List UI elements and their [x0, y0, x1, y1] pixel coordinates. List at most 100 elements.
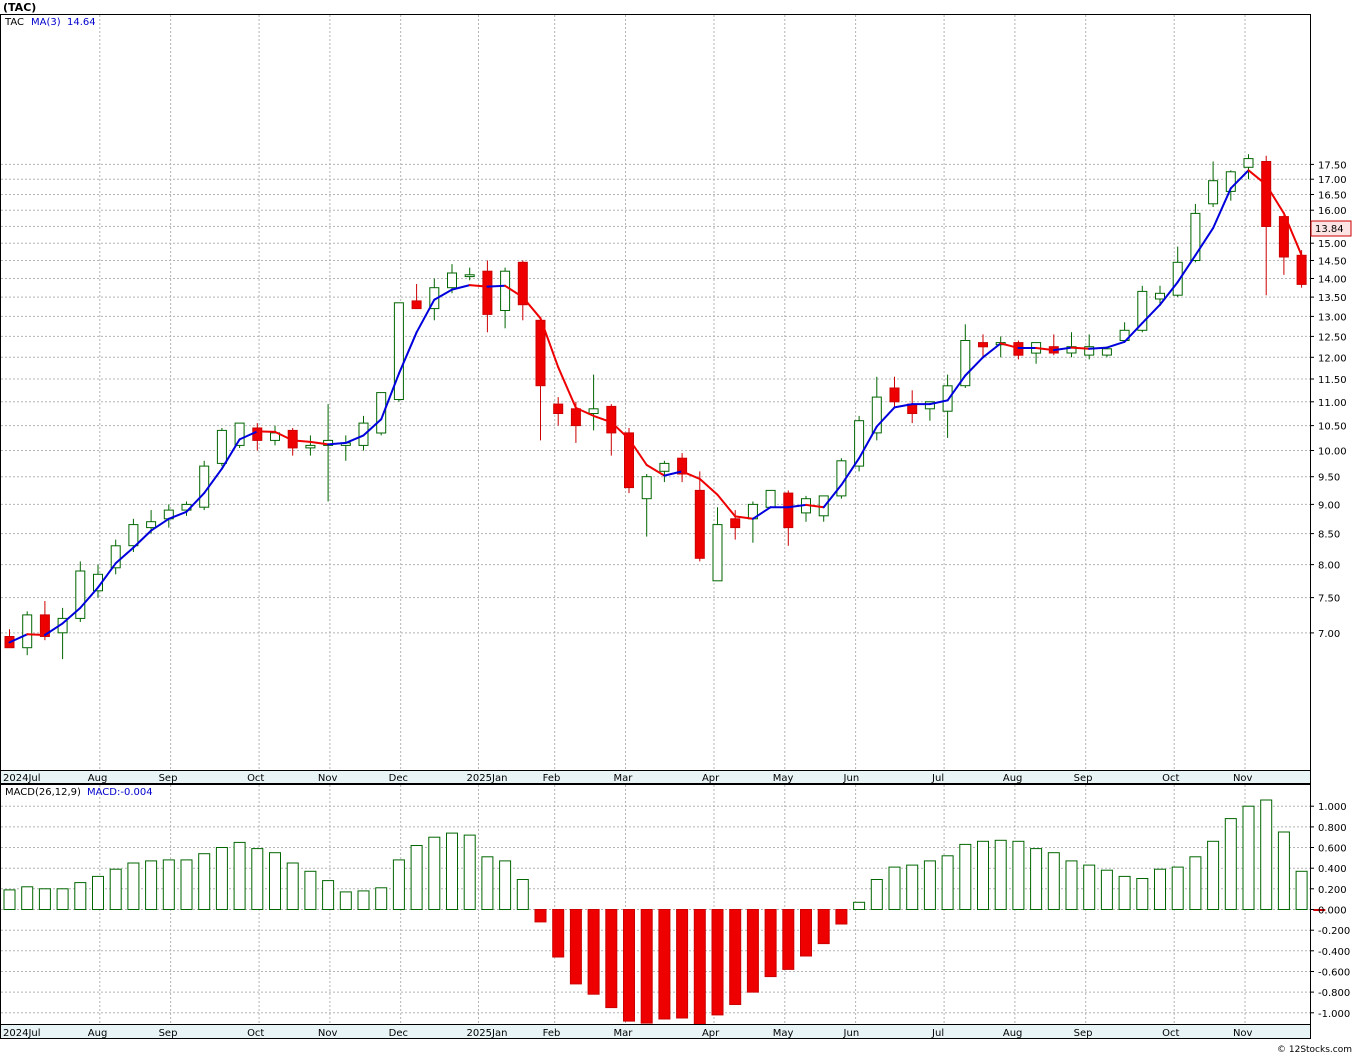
candle-body — [1225, 171, 1236, 192]
macd-bar — [322, 880, 335, 910]
macd-label: MACD(26,12,9) — [5, 787, 81, 798]
ma-segment — [999, 342, 1020, 349]
macd-bar — [1224, 818, 1237, 910]
macd-bar — [1260, 799, 1273, 910]
macd-bar — [534, 909, 547, 923]
ma-segment — [1123, 322, 1144, 343]
macd-bar — [906, 864, 919, 910]
x-tick-label: Jul — [931, 1028, 944, 1039]
candle-body — [199, 465, 210, 508]
macd-bar — [711, 909, 724, 1016]
ma-segment — [539, 317, 560, 369]
macd-bar — [569, 909, 582, 985]
y-tick-label: -0.800 — [1318, 988, 1350, 999]
ma-segment — [132, 529, 153, 549]
ma-segment — [327, 441, 347, 446]
y-tick-label: 0.200 — [1318, 885, 1347, 896]
y-tick-label: 17.50 — [1318, 160, 1347, 171]
y-tick-label: 17.00 — [1318, 175, 1347, 186]
ma-segment — [1088, 346, 1108, 350]
ma-segment — [1052, 346, 1073, 352]
ma-segment — [97, 562, 117, 589]
ma-segment — [220, 438, 241, 470]
macd-bar — [977, 840, 989, 910]
ma-segment — [504, 284, 524, 299]
x-tick-label: Nov — [1233, 1028, 1253, 1039]
y-tick-label: 16.50 — [1318, 191, 1347, 202]
macd-bar — [817, 909, 830, 945]
ma-segment — [1035, 347, 1055, 352]
macd-bar — [764, 909, 777, 978]
ma-segment — [114, 546, 135, 565]
ma-segment — [344, 434, 365, 444]
ma-segment — [893, 403, 914, 409]
ma-segment — [486, 284, 507, 288]
y-tick-label: 14.00 — [1318, 275, 1347, 286]
y-tick-label: 0.800 — [1318, 823, 1347, 834]
candle-body — [305, 444, 316, 449]
macd-bar — [1171, 866, 1184, 910]
macd-bar — [1118, 875, 1131, 911]
price-panel — [0, 14, 1311, 771]
x-tick-label: Oct — [1162, 1028, 1179, 1039]
candle-body — [517, 261, 528, 306]
macd-bar — [1189, 856, 1202, 910]
macd-bar — [1295, 870, 1308, 910]
macd-bar — [127, 862, 140, 910]
candle-body — [854, 420, 865, 467]
x-tick-label: May — [773, 773, 794, 784]
price-date-strip — [0, 770, 1311, 784]
x-tick-label: Nov — [318, 1028, 338, 1039]
candle-body — [730, 518, 741, 529]
macd-bar — [994, 839, 1007, 910]
y-tick-label: -0.600 — [1318, 968, 1350, 979]
ma-segment — [610, 421, 630, 440]
macd-bar — [676, 909, 689, 1019]
macd-bar — [853, 901, 866, 910]
macd-bar — [605, 909, 618, 1009]
macd-panel — [0, 784, 1311, 1025]
x-tick-label: Feb — [543, 1028, 561, 1039]
candle-body — [535, 319, 546, 387]
macd-bar — [1047, 852, 1060, 911]
x-tick-label: May — [773, 1028, 794, 1039]
ma-segment — [840, 457, 861, 486]
ma-segment — [274, 430, 294, 442]
ma-segment — [681, 470, 701, 480]
macd-bar — [463, 834, 476, 910]
macd-bar — [446, 832, 458, 910]
macd-bar — [304, 870, 317, 910]
ma-segment — [716, 493, 737, 518]
ma-segment — [663, 470, 684, 477]
macd-bar — [1136, 878, 1149, 910]
ma-segment — [1194, 227, 1215, 257]
macd-bar — [1083, 864, 1096, 910]
macd-bar — [1207, 840, 1220, 910]
y-tick-label: 10.00 — [1318, 447, 1347, 458]
ma-segment — [574, 406, 595, 417]
last-price-value: 13.84 — [1315, 224, 1344, 235]
macd-bar — [1242, 805, 1255, 911]
candle-body — [376, 392, 387, 434]
ma-segment — [1141, 303, 1161, 325]
macd-bar — [552, 909, 565, 958]
y-tick-label: -0.400 — [1318, 947, 1350, 958]
ma-segment — [645, 464, 666, 477]
macd-bar — [56, 888, 69, 910]
macd-bar — [92, 875, 104, 911]
ma-segment — [1212, 187, 1232, 230]
macd-bar — [870, 879, 883, 910]
ma-segment — [858, 425, 878, 460]
x-tick-label: Aug — [88, 1028, 108, 1039]
macd-bar — [623, 909, 635, 1022]
y-tick-label: 0.000 — [1318, 906, 1347, 917]
y-tick-label: 13.00 — [1318, 312, 1347, 323]
macd-bar — [180, 859, 193, 911]
x-tick-label: Aug — [88, 773, 108, 784]
candle-body — [252, 427, 263, 441]
candle-body — [570, 408, 581, 427]
macd-bar — [375, 887, 388, 910]
x-tick-label: Aug — [1003, 773, 1023, 784]
ma-segment — [26, 633, 46, 636]
macd-bar — [1154, 868, 1166, 911]
